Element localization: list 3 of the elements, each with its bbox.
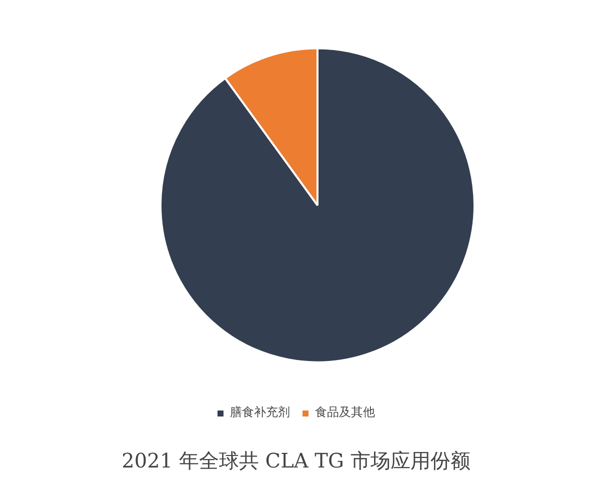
text: 2021 年全球共 CLA TG 市场应用份额	[122, 448, 470, 472]
legend-label: 膳食补充剂	[230, 404, 290, 421]
legend-label: 食品及其他	[315, 404, 375, 421]
